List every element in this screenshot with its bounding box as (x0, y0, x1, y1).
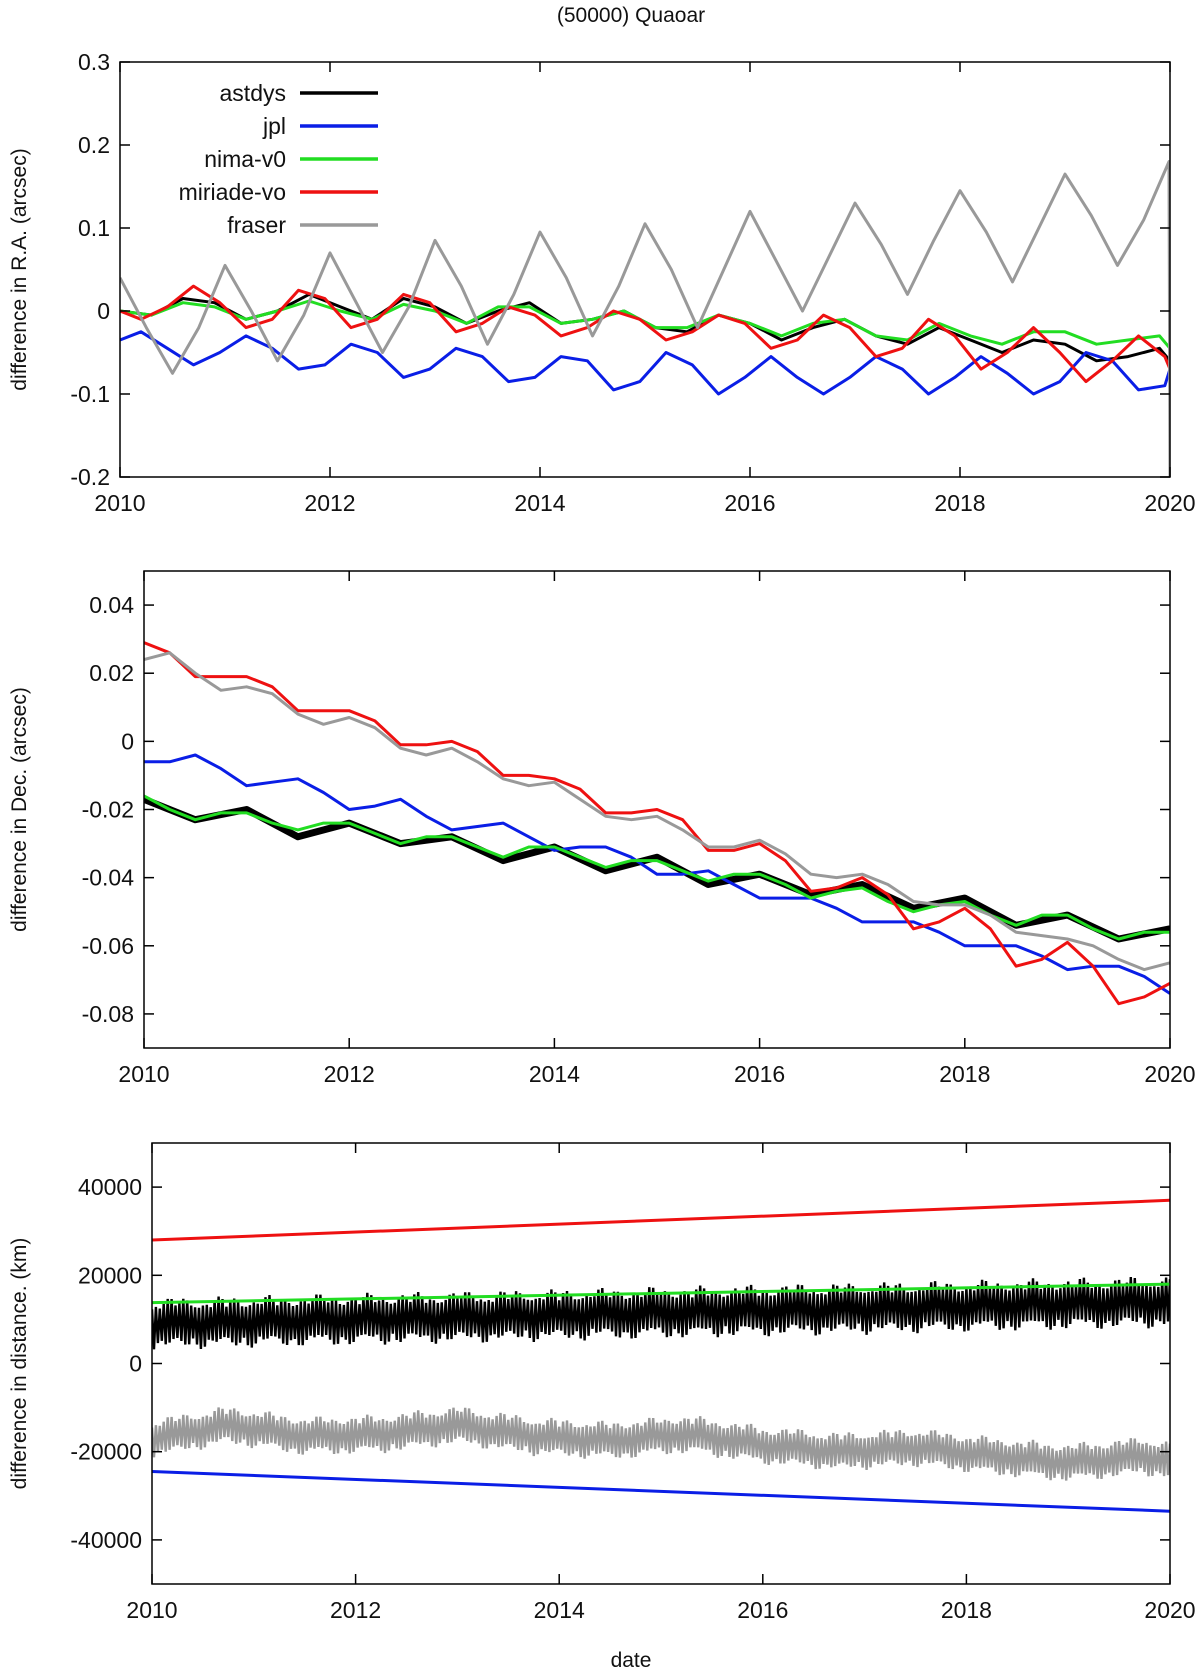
distance-x-tick-label: 2020 (1144, 1597, 1195, 1623)
dec-panel: 2010 2012 2014 2016 2018 2020 0.04 0.02 0 -0.02 -0… (8, 570, 1196, 1087)
distance-series-jpl (152, 1470, 1170, 1513)
dec-series-miriade-vo (144, 641, 1170, 1006)
distance-x-tick-label: 2014 (534, 1597, 585, 1623)
distance-y-tick-label: 0 (129, 1351, 142, 1377)
dec-x-tick-label: 2014 (529, 1061, 580, 1087)
distance-series-nima-v0 (152, 1282, 1170, 1305)
distance-series-fraser (152, 1407, 1170, 1481)
distance-y-axis-label: difference in distance. (km) (8, 1238, 31, 1490)
dec-y-tick-label: -0.02 (82, 797, 134, 823)
ra-axes-frame (119, 61, 1171, 478)
dec-series-nima-v0 (144, 794, 1170, 941)
distance-y-tick-label: -40000 (70, 1527, 142, 1553)
ra-y-tick-label: 0.1 (78, 215, 110, 241)
distance-plot-area (152, 1198, 1170, 1513)
ra-series-fraser (120, 160, 1170, 477)
distance-x-tick-label: 2012 (330, 1597, 381, 1623)
distance-x-tick-label: 2018 (941, 1597, 992, 1623)
dec-y-tick-label: -0.04 (82, 865, 135, 891)
legend-label: fraser (227, 212, 286, 238)
distance-x-tick-label: 2010 (126, 1597, 177, 1623)
ra-x-tick-label: 2010 (94, 490, 145, 516)
dec-y-tick-label: 0 (121, 728, 134, 754)
legend-label: astdys (220, 80, 286, 106)
figure-title: (50000) Quaoar (557, 4, 705, 27)
dec-y-tick-label: 0.02 (89, 660, 134, 686)
ra-series-jpl (120, 330, 1170, 396)
ra-x-tick-label: 2018 (934, 490, 985, 516)
dec-series-jpl (144, 753, 1170, 995)
dec-x-tick-label: 2018 (939, 1061, 990, 1087)
distance-y-tick-label: 40000 (78, 1174, 142, 1200)
ra-y-tick-label: -0.1 (70, 381, 110, 407)
ra-series-miriade-vo (120, 284, 1170, 384)
legend-label: jpl (262, 113, 286, 139)
dec-x-tick-label: 2016 (734, 1061, 785, 1087)
dec-x-tick-label: 2020 (1144, 1061, 1195, 1087)
distance-x-tick-label: 2016 (737, 1597, 788, 1623)
ra-panel: 2010 2012 2014 2016 2018 2020 0.3 0.2 0.1 0 -0.1 -0… (8, 49, 1196, 516)
ra-x-tick-label: 2016 (724, 490, 775, 516)
distance-panel: 2010 2012 2014 2016 2018 2020 40000 20000 0 -2000… (8, 1142, 1196, 1623)
distance-y-tick-label: 20000 (78, 1262, 142, 1288)
ra-x-tick-label: 2014 (514, 490, 565, 516)
ra-y-tick-label: -0.2 (70, 464, 110, 490)
dec-series-astdys (144, 796, 1170, 943)
legend-label: miriade-vo (179, 179, 286, 205)
dec-y-tick-label: 0.04 (89, 592, 134, 618)
dec-series-fraser (144, 651, 1170, 972)
distance-series-miriade-vo (152, 1198, 1170, 1242)
x-axis-label: date (611, 1649, 652, 1672)
dec-x-tick-label: 2012 (324, 1061, 375, 1087)
dec-y-tick-label: -0.08 (82, 1001, 134, 1027)
dec-x-tick-label: 2010 (118, 1061, 169, 1087)
dec-y-axis-label: difference in Dec. (arcsec) (8, 687, 31, 932)
ra-series-nima-v0 (120, 299, 1170, 350)
ra-y-tick-label: 0.3 (78, 49, 110, 75)
ra-y-tick-label: 0.2 (78, 132, 110, 158)
legend-label: nima-v0 (204, 146, 286, 172)
distance-y-tick-label: -20000 (70, 1439, 142, 1465)
dec-y-tick-label: -0.06 (82, 933, 134, 959)
dec-plot-area (144, 641, 1170, 1006)
ra-plot-area (120, 160, 1170, 477)
ra-y-tick-label: 0 (97, 298, 110, 324)
legend: astdys jpl nima-v0 miriade-vo fraser (179, 80, 378, 238)
ra-x-tick-label: 2012 (304, 490, 355, 516)
ra-x-tick-label: 2020 (1144, 490, 1195, 516)
ra-y-axis-label: difference in R.A. (arcsec) (8, 148, 31, 390)
